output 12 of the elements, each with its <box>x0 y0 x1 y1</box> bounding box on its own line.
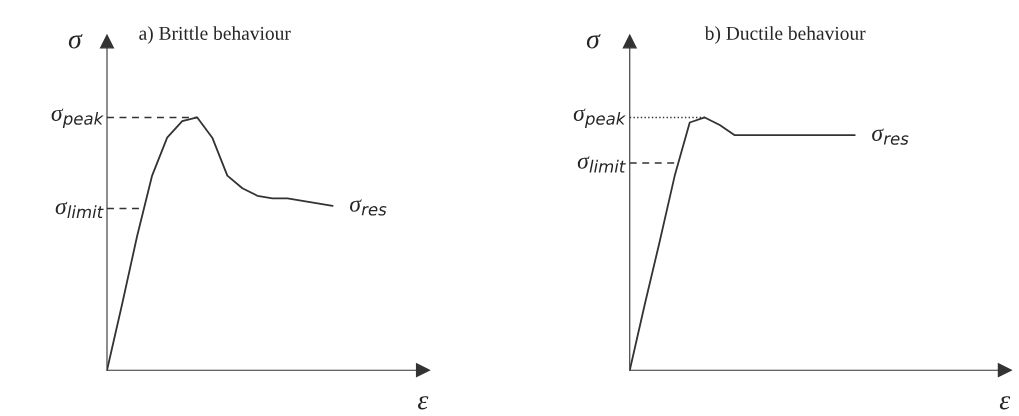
ref-line-label: σ$_{peak}$ <box>573 108 626 129</box>
y-axis-title: σ <box>68 33 83 49</box>
x-axis-title: ε <box>418 396 429 410</box>
ref-line-label: σ$_{peak}$ <box>51 108 104 129</box>
ref-line-label: σ$_{limit}$ <box>55 201 104 218</box>
y-axis-title: σ <box>586 33 601 49</box>
annotation: σ$_{res}$ <box>872 128 909 145</box>
chart-title: a) Brittle behaviour <box>139 26 291 44</box>
chart-title: b) Ductile behaviour <box>704 26 866 44</box>
ref-line-label: σ$_{limit}$ <box>577 156 626 173</box>
annotation: σ$_{res}$ <box>350 199 387 216</box>
x-axis-title: ε <box>999 396 1011 410</box>
